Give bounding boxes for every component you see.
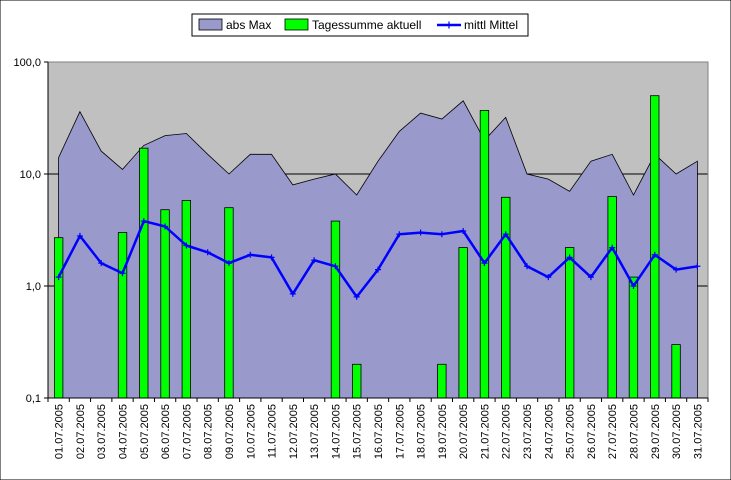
point-mittl-mittel	[673, 266, 680, 273]
point-mittl-mittel	[375, 266, 381, 273]
bar-tagessumme	[54, 237, 64, 399]
x-tick-label: 24.07.2005	[543, 404, 555, 459]
x-tick-label: 12.07.2005	[288, 404, 300, 459]
point-mittl-mittel	[417, 229, 424, 236]
x-tick-label: 18.07.2005	[416, 404, 428, 459]
legend-swatch-line-marker	[445, 21, 453, 29]
x-tick-label: 08.07.2005	[203, 404, 215, 459]
x-tick-label: 13.07.2005	[309, 404, 321, 459]
bar-tagessumme	[565, 247, 575, 399]
point-mittl-mittel	[162, 223, 169, 230]
x-tick-label: 22.07.2005	[501, 404, 513, 459]
y-ticks: 0,1 1,0 10,0 100,0	[13, 57, 48, 405]
point-mittl-mittel	[119, 270, 126, 277]
point-mittl-mittel	[460, 227, 467, 234]
point-mittl-mittel	[609, 244, 616, 251]
point-mittl-mittel	[502, 231, 509, 238]
area-series	[58, 100, 698, 399]
point-mittl-mittel	[225, 260, 232, 267]
bar-tagessumme	[117, 232, 128, 399]
x-tick-label: 19.07.2005	[437, 404, 449, 459]
y-tick-label: 1,0	[26, 281, 41, 293]
y-tick-label: 100,0	[13, 57, 41, 69]
legend-swatch-area	[198, 18, 223, 31]
bar-tagessumme	[628, 276, 639, 399]
bar-tagessumme	[330, 220, 341, 399]
x-tick-label: 06.07.2005	[160, 404, 172, 459]
x-tick-label: 02.07.2005	[75, 404, 87, 459]
x-tick-label: 17.07.2005	[394, 404, 406, 459]
x-tick-label: 21.07.2005	[479, 404, 491, 459]
point-mittl-mittel	[566, 254, 573, 261]
point-mittl-mittel	[630, 283, 637, 289]
bar-tagessumme	[479, 110, 490, 399]
bar-tagessumme	[501, 196, 511, 399]
x-tick-label: 20.07.2005	[458, 404, 470, 459]
bar-tagessumme	[352, 363, 362, 399]
point-mittl-mittel	[353, 293, 360, 300]
legend-swatch-bar	[284, 18, 309, 31]
area-abs-max	[58, 100, 698, 399]
x-tick-label: 26.07.2005	[586, 404, 598, 459]
bar-tagessumme	[650, 95, 660, 399]
point-mittl-mittel	[140, 218, 147, 225]
point-mittl-mittel	[55, 274, 62, 281]
x-tick-label: 05.07.2005	[139, 404, 151, 459]
x-tick-label: 16.07.2005	[373, 404, 385, 459]
point-mittl-mittel	[204, 249, 211, 256]
bar-tagessumme	[458, 247, 468, 399]
x-tick-label: 14.07.2005	[330, 404, 342, 459]
legend: abs Max Tagessumme aktuell mittl Mittel	[191, 13, 529, 37]
point-mittl-mittel	[524, 263, 531, 270]
point-mittl-mittel	[289, 290, 296, 297]
bar-tagessumme	[671, 344, 681, 399]
y-tick-label: 10,0	[20, 169, 41, 181]
legend-box	[191, 13, 529, 37]
x-ticks: 01.07.2005 02.07.2005 03.07.2005 04.07.2005…	[47, 398, 709, 459]
x-tick-label: 28.07.2005	[628, 404, 640, 459]
x-tick-label: 29.07.2005	[650, 404, 662, 459]
x-tick-label: 01.07.2005	[54, 404, 66, 459]
x-tick-label: 30.07.2005	[671, 404, 683, 459]
point-mittl-mittel	[694, 263, 701, 270]
point-mittl-mittel	[332, 263, 339, 270]
x-tick-label: 31.07.2005	[692, 404, 704, 459]
point-mittl-mittel	[587, 274, 594, 281]
point-mittl-mittel	[183, 242, 190, 249]
point-mittl-mittel	[545, 274, 552, 281]
x-tick-label: 27.07.2005	[607, 404, 619, 459]
point-mittl-mittel	[247, 251, 254, 258]
point-mittl-mittel	[396, 231, 403, 238]
x-tick-label: 04.07.2005	[118, 404, 130, 459]
x-tick-label: 09.07.2005	[224, 404, 236, 459]
x-tick-label: 23.07.2005	[522, 404, 534, 459]
x-tick-label: 10.07.2005	[245, 404, 257, 459]
point-mittl-mittel	[76, 232, 83, 239]
legend-label-area: abs Max	[226, 18, 271, 32]
point-mittl-mittel	[481, 260, 488, 267]
x-tick-label: 03.07.2005	[96, 404, 108, 459]
point-mittl-mittel	[268, 254, 275, 261]
legend-label-bar: Tagessumme aktuell	[312, 18, 421, 32]
bar-tagessumme	[160, 209, 170, 399]
x-tick-label: 07.07.2005	[181, 404, 193, 459]
bar-tagessumme	[224, 207, 234, 399]
legend-label-line: mittl Mittel	[464, 18, 518, 32]
point-mittl-mittel	[651, 251, 658, 258]
y-tick-label: 0,1	[26, 393, 41, 405]
point-mittl-mittel	[311, 257, 318, 264]
bar-tagessumme	[181, 200, 192, 399]
bar-tagessumme	[437, 363, 447, 399]
bar-tagessumme	[139, 147, 149, 399]
x-tick-label: 25.07.2005	[565, 404, 577, 459]
point-mittl-mittel	[98, 260, 105, 267]
x-tick-label: 11.07.2005	[267, 404, 279, 458]
point-mittl-mittel	[438, 231, 445, 238]
bar-tagessumme	[607, 196, 617, 399]
x-tick-label: 15.07.2005	[352, 404, 364, 459]
line-series	[55, 218, 701, 300]
